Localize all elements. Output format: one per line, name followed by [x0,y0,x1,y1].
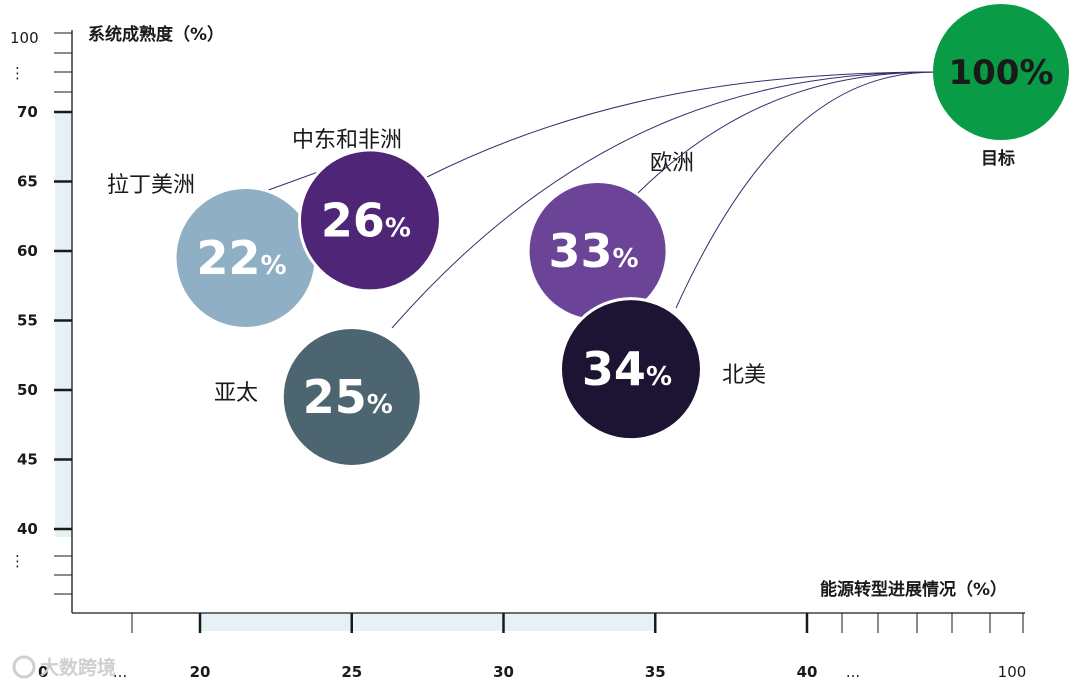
connector-curve [637,71,938,194]
bubble-value-unit: % [261,251,287,281]
y-axis-label: 系统成熟度（%） [88,24,224,45]
x-tick-label: 40 [797,663,818,681]
axes: 100 70 65 60 55 50 45 40 ⋮ ⋮ 0 20 25 30 35 40 100...... [10,29,1026,681]
bubble-value: 34% [582,342,672,396]
bubbles: 22%26%25%33%34%100% [173,4,1069,468]
bubble-value-number: 22 [196,231,260,285]
x-tick-label: 20 [190,663,211,681]
region-label: 北美 [722,363,766,388]
bubble-value-number: 25 [303,370,367,424]
target-bubble [933,4,1069,140]
leader-line [262,171,319,193]
region-label: 欧洲 [650,151,694,176]
bubble-value: 22% [196,231,286,285]
bubble [283,328,420,465]
bubble [176,188,315,327]
highlight-bands [55,112,656,631]
bubble [529,183,666,319]
region-label: 拉丁美洲 [107,173,195,198]
x-tick-label: 100 [998,663,1027,681]
watermark: 大数跨境 [12,655,116,679]
watermark-icon [12,655,36,679]
connector-curve [426,71,938,178]
x-tick-label: 0 [38,663,48,681]
x-axis-label: 能源转型进展情况（%） [820,579,1007,600]
target-label: 目标 [981,148,1015,169]
bubble-value: 33% [549,224,639,278]
bubble [561,300,700,439]
region-label: 亚太 [214,381,258,406]
x-tick-label: 30 [493,663,514,681]
bubble-value-number: 34 [582,342,646,396]
leader-lines [262,171,319,193]
x-highlight-band [200,613,656,631]
y-tick-label: 65 [17,173,38,191]
y-tick-label: 70 [17,103,38,121]
y-tick-label: 100 [10,29,39,47]
bubble-value-number: 33 [549,224,613,278]
bubble-value-unit: % [646,362,672,392]
y-tick-label: 50 [17,381,38,399]
bubble-value-unit: % [367,390,393,420]
target-value: 100% [948,53,1053,93]
y-tick-label: 55 [17,312,38,330]
watermark-text: 大数跨境 [40,656,116,679]
y-break-mark: ⋮ [10,64,25,82]
region-label: 中东和非洲 [292,128,402,153]
connector-curve [675,71,938,309]
y-tick-label: 45 [17,451,38,469]
x-tick-label: 25 [341,663,362,681]
y-break-mark: ⋮ [10,552,25,570]
connector-curves [391,71,938,329]
y-highlight-band [55,112,72,537]
bubble-value-number: 26 [321,193,385,247]
bubble-value: 26% [321,193,411,247]
bubble [300,151,439,290]
y-tick-label: 40 [17,520,38,538]
bubble-value-unit: % [613,244,639,274]
y-tick-label: 60 [17,242,38,260]
bubble-value: 25% [303,370,393,424]
connector-curve [391,71,938,329]
bubble-value-unit: % [385,213,411,243]
x-break-mark: ... [113,663,127,681]
x-tick-label: 35 [645,663,666,681]
x-break-mark: ... [846,663,860,681]
